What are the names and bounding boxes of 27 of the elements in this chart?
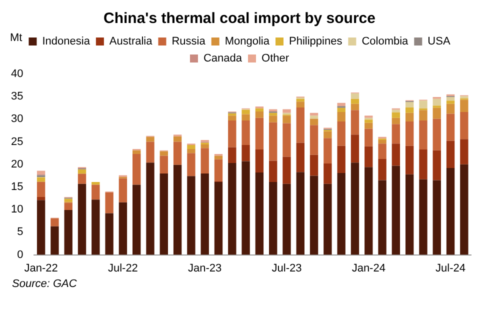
legend-label: Philippines <box>288 36 343 48</box>
y-axis-title: Mt <box>10 32 22 44</box>
y-tick-label: 10 <box>10 204 24 216</box>
legend-label: Indonesia <box>42 36 91 48</box>
y-tick-label: 15 <box>10 181 24 194</box>
legend-label: Mongolia <box>224 36 270 48</box>
x-tick-label: Jan-23 <box>188 262 222 274</box>
x-tick-label: Jul-23 <box>272 262 302 274</box>
source-note: Source: GAC <box>11 278 78 290</box>
y-tick-label: 20 <box>10 158 24 170</box>
y-tick-label: 5 <box>17 226 24 238</box>
y-tick-label: 0 <box>17 248 24 261</box>
legend-label: Canada <box>203 52 243 65</box>
legend-label: USA <box>428 36 451 48</box>
y-tick-label: 30 <box>10 113 24 126</box>
x-tick-label: Jan-22 <box>24 262 58 274</box>
legend-label: Russia <box>172 36 206 48</box>
y-tick-label: 40 <box>10 68 24 80</box>
x-tick-label: Jul-24 <box>436 262 466 274</box>
legend-label: Australia <box>109 36 154 48</box>
legend-label: Colombia <box>362 36 410 48</box>
legend-label: Other <box>262 52 290 65</box>
y-tick-label: 35 <box>10 90 24 103</box>
x-tick-label: Jan-24 <box>352 262 386 274</box>
chart-title: China's thermal coal import by source <box>104 10 376 28</box>
x-tick-label: Jul-22 <box>108 262 138 274</box>
y-tick-label: 25 <box>10 136 24 148</box>
